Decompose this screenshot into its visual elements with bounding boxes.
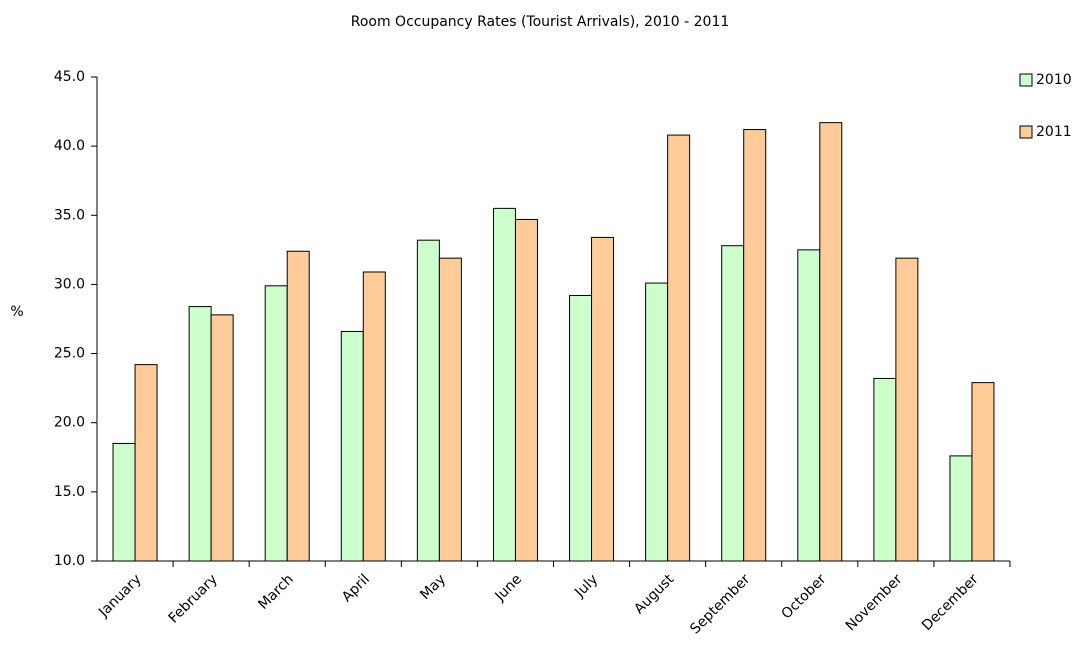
bar (569, 294, 593, 562)
legend-label: 2010 (1036, 72, 1072, 88)
y-tick-label: 45.0 (54, 69, 85, 85)
bar (895, 257, 919, 562)
bar (797, 249, 821, 562)
bar (340, 330, 364, 562)
y-tick-label: 15.0 (54, 484, 85, 500)
bar (188, 306, 212, 562)
bar (514, 218, 538, 562)
legend-label: 2011 (1036, 124, 1072, 140)
bar (210, 314, 234, 562)
y-tick-label: 35.0 (54, 207, 85, 223)
bar (286, 250, 310, 562)
y-tick-label: 30.0 (54, 276, 85, 292)
legend-swatch (1019, 73, 1033, 87)
bar (819, 122, 843, 562)
bar (667, 134, 691, 562)
legend-swatch (1019, 125, 1033, 139)
bar (264, 285, 288, 562)
chart-title: Room Occupancy Rates (Tourist Arrivals),… (351, 14, 730, 30)
y-tick-label: 40.0 (54, 138, 85, 154)
bar (971, 382, 995, 562)
bar (949, 455, 973, 562)
y-axis-label: % (10, 304, 23, 320)
bar (721, 245, 745, 562)
bar (362, 271, 386, 562)
y-tick-label: 25.0 (54, 346, 85, 362)
bar (743, 129, 767, 562)
bar (873, 377, 897, 562)
y-tick-label: 20.0 (54, 415, 85, 431)
bar (645, 282, 669, 562)
bar (112, 442, 136, 562)
bar (492, 207, 516, 562)
bar (438, 257, 462, 562)
bar (416, 239, 440, 562)
bar (591, 236, 615, 562)
bar (134, 364, 158, 562)
y-tick-label: 10.0 (54, 553, 85, 569)
